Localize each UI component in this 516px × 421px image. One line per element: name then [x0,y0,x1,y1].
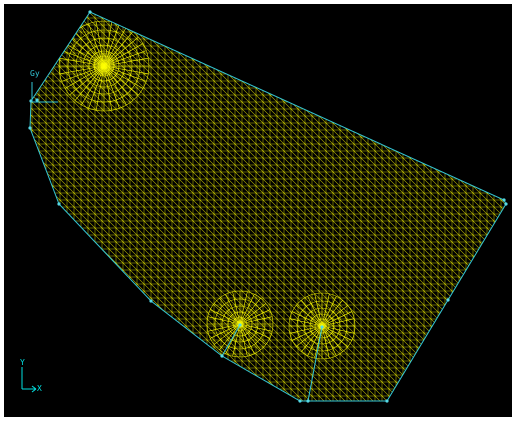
boundary-node [57,202,61,206]
global-axis-y-label: Y [20,358,25,367]
local-axis-icon [31,82,58,103]
mesh-canvas[interactable] [4,4,512,417]
boundary-node [320,325,324,329]
refinement-zone-2 [206,290,274,358]
boundary-node [298,399,302,403]
boundary-node [502,198,506,202]
boundary-node [35,98,39,102]
boundary-node [306,399,310,403]
global-axis-triad-icon [21,367,37,393]
local-axis-y-label: Gy [30,69,40,78]
boundary-node [504,202,508,206]
boundary-node [238,323,242,327]
boundary-node [149,299,153,303]
mesh-refinement-zones [58,20,356,360]
finite-element-mesh [30,12,506,401]
boundary-node [385,399,389,403]
graphics-viewport[interactable]: Gy Y X [4,4,512,417]
boundary-node [28,126,32,130]
boundary-nodes [28,10,508,403]
refinement-zone-3 [288,292,356,360]
refinement-zone-1 [58,20,150,112]
refinement-focus-spot [93,53,115,75]
boundary-node [220,354,224,358]
boundary-node [446,298,450,302]
boundary-node [88,10,92,14]
internal-slits [221,324,323,402]
global-axis-x-label: X [37,384,42,393]
